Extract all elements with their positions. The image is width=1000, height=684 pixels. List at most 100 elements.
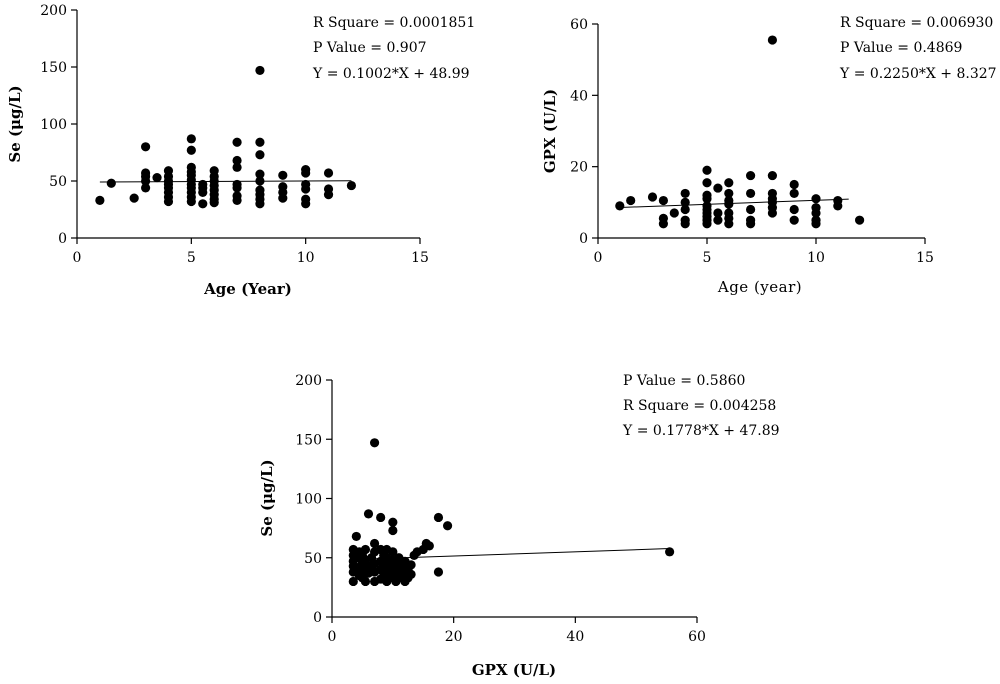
data-point (278, 182, 288, 192)
x-tick-label: 5 (703, 250, 712, 266)
y-tick-label: 40 (570, 88, 588, 104)
data-points (95, 65, 356, 209)
data-point (232, 191, 242, 201)
data-point (702, 178, 712, 188)
data-point (360, 544, 371, 555)
data-point (833, 195, 843, 206)
data-point (388, 517, 398, 527)
data-points (615, 35, 865, 229)
regression-equation-annotation: Y = 0.2250*X + 8.327 (839, 66, 997, 82)
regression-line (99, 180, 352, 183)
data-point (301, 165, 311, 175)
data-point (95, 195, 105, 205)
x-tick-label: 20 (445, 629, 463, 645)
data-point (433, 512, 444, 523)
data-point (301, 194, 311, 204)
y-tick-label: 200 (295, 373, 322, 389)
data-point (301, 179, 311, 190)
p-value-annotation: P Value = 0.5860 (623, 373, 745, 389)
data-point (789, 204, 799, 215)
data-point (767, 188, 778, 199)
data-point (713, 208, 723, 218)
x-axis-title: Age (year) (717, 278, 802, 296)
data-point (363, 509, 374, 519)
data-point (255, 185, 265, 195)
y-tick-label: 0 (579, 231, 588, 247)
ticks: 0 20 40 60 0 50 100 150 200 (295, 373, 706, 645)
data-point (323, 168, 334, 178)
ticks: 0 5 10 15 0 20 40 60 (570, 17, 934, 266)
data-point (186, 145, 196, 155)
data-point (713, 215, 723, 225)
data-point (141, 183, 151, 193)
data-point (626, 195, 636, 206)
regression-equation-annotation: Y = 0.1778*X + 47.89 (622, 423, 780, 439)
data-point (406, 569, 416, 579)
y-tick-label: 0 (58, 231, 67, 247)
y-tick-label: 0 (313, 610, 322, 626)
y-axis-title: GPX (U/L) (541, 89, 559, 173)
data-point (724, 178, 734, 188)
data-point (702, 165, 712, 175)
data-point (680, 188, 690, 199)
y-tick-label: 20 (570, 160, 588, 176)
data-point (129, 193, 139, 203)
data-point (669, 208, 679, 218)
data-point (209, 166, 219, 176)
data-point (746, 188, 756, 199)
r-square-annotation: R Square = 0.004258 (623, 398, 776, 414)
data-point (360, 576, 371, 587)
data-point (811, 203, 821, 213)
data-point (424, 541, 434, 551)
data-point (767, 35, 778, 45)
chart-gpx-vs-age: 0 5 10 15 0 20 40 60 Age (year) GPX (U/L) R Squ… (541, 15, 997, 296)
data-point (255, 137, 265, 147)
y-tick-label: 100 (40, 117, 67, 133)
x-tick-label: 5 (187, 250, 196, 266)
data-point (198, 199, 208, 209)
data-point (746, 215, 756, 225)
data-point (255, 176, 265, 186)
data-point (702, 201, 712, 211)
data-point (680, 197, 690, 207)
y-tick-label: 100 (295, 492, 322, 508)
data-point (724, 195, 734, 206)
data-point (141, 168, 151, 178)
data-point (232, 162, 242, 172)
data-point (433, 567, 444, 577)
data-point (186, 162, 196, 172)
data-point (746, 204, 756, 215)
data-point (789, 188, 799, 199)
data-point (232, 179, 242, 190)
x-axis-title: Age (Year) (203, 280, 292, 298)
x-tick-label: 60 (688, 629, 706, 645)
data-point (369, 538, 380, 549)
data-point (323, 184, 334, 194)
data-point (186, 134, 196, 144)
regression-line (619, 198, 849, 208)
regression-equation-annotation: Y = 0.1002*X + 48.99 (312, 66, 470, 82)
data-point (106, 178, 116, 188)
data-point (255, 150, 265, 160)
data-point (232, 155, 242, 166)
data-point (442, 521, 453, 531)
x-tick-label: 0 (73, 250, 82, 266)
x-tick-label: 15 (411, 250, 429, 266)
data-point (665, 547, 675, 557)
y-axis-title: Se (μg/L) (6, 85, 24, 162)
data-point (406, 560, 416, 570)
r-square-annotation: R Square = 0.0001851 (313, 15, 475, 31)
data-point (163, 166, 174, 176)
data-point (278, 170, 288, 180)
data-points (348, 438, 675, 587)
data-point (647, 192, 658, 202)
data-point (388, 525, 398, 536)
p-value-annotation: P Value = 0.907 (313, 40, 427, 56)
data-point (346, 180, 356, 191)
data-point (811, 194, 821, 204)
x-tick-label: 10 (297, 250, 315, 266)
data-point (369, 438, 380, 448)
x-tick-label: 40 (566, 629, 584, 645)
